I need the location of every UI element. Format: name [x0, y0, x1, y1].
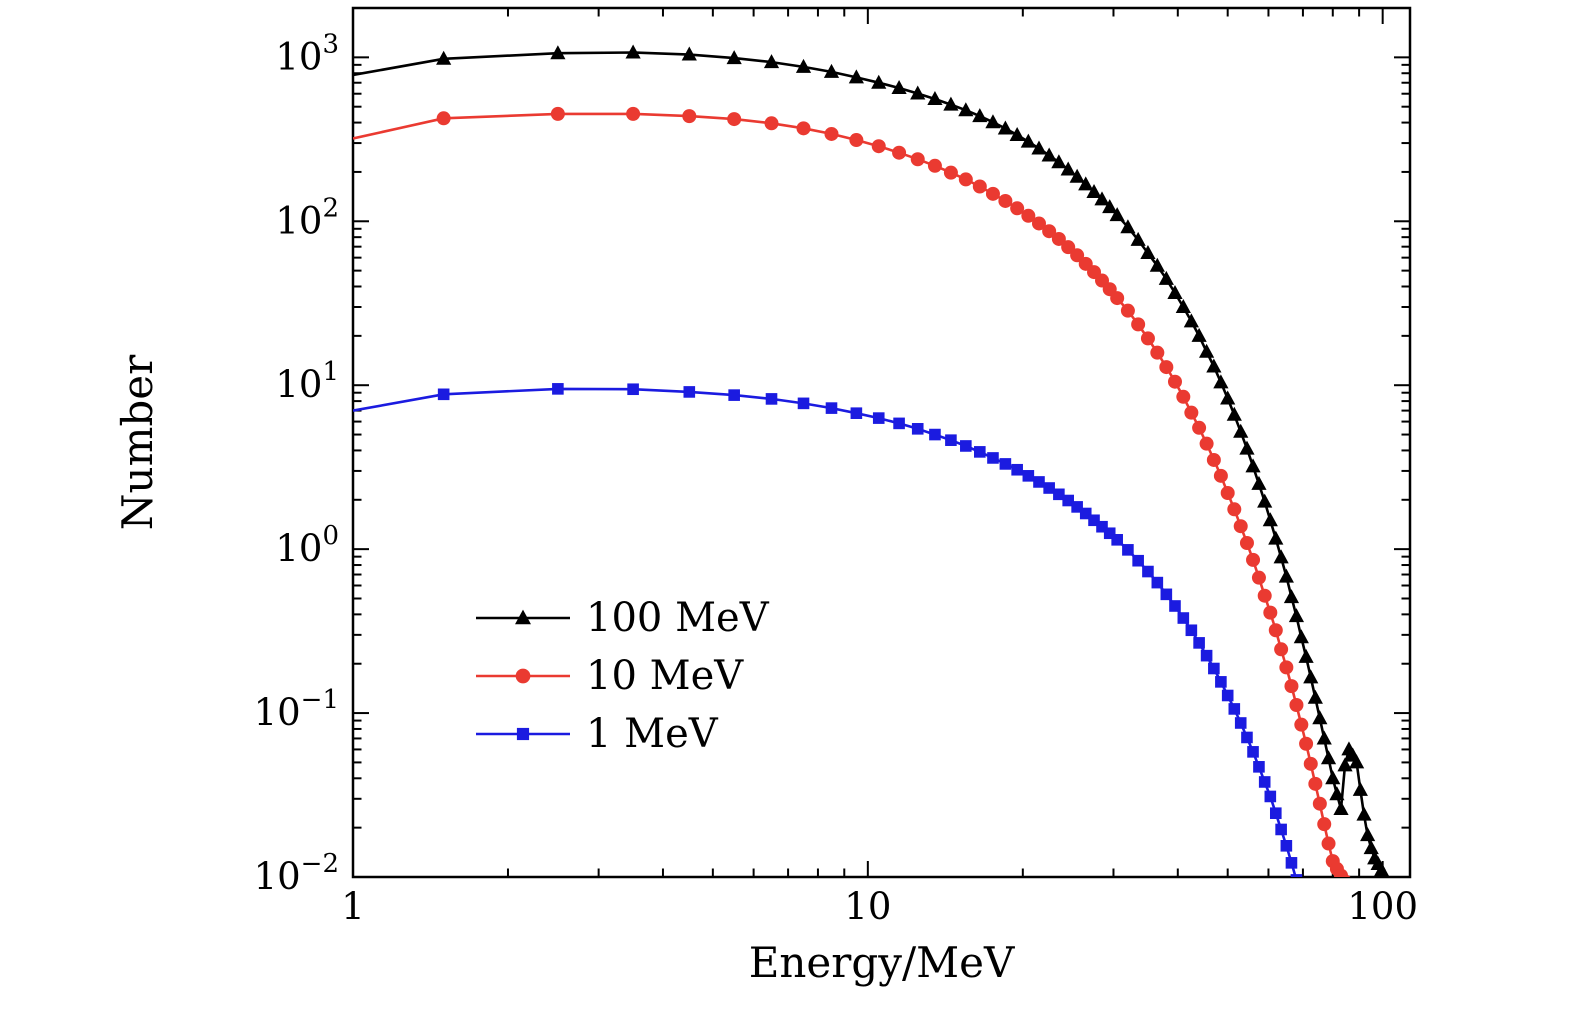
x-tick-label: 1	[341, 885, 365, 928]
legend-item-10-mev: 10 MeV	[476, 653, 744, 699]
x-tick-label: 10	[844, 885, 891, 928]
x-axis-title: Energy/MeV	[749, 938, 1015, 987]
axis-labels: 1 10 100 10−2 10−1 100 101 102 103 Energy/MeV Numb…	[113, 29, 1418, 987]
legend-item-100-mev: 100 MeV	[476, 595, 770, 641]
y-tick-label: 10−1	[254, 685, 339, 734]
plot-frame	[351, 6, 1412, 879]
y-axis-title: Number	[113, 354, 162, 530]
legend-label: 100 MeV	[586, 595, 770, 641]
series-line	[353, 51, 1383, 871]
legend-item-1-mev: 1 MeV	[476, 711, 719, 757]
y-tick-label: 102	[275, 193, 339, 242]
y-tick-label: 101	[275, 357, 339, 406]
y-tick-label: 10−2	[254, 849, 339, 898]
legend-label: 10 MeV	[586, 653, 744, 699]
legend-label: 1 MeV	[586, 711, 719, 757]
series-100-mev	[353, 44, 1390, 877]
series-1-mev	[353, 383, 1303, 877]
y-tick-label: 100	[275, 521, 339, 570]
x-tick-label: 100	[1347, 885, 1418, 928]
series-line	[353, 112, 1344, 877]
series-10-mev	[353, 106, 1351, 877]
y-tick-label: 103	[275, 29, 339, 78]
series-line	[353, 387, 1297, 877]
legend: 100 MeV 10 MeV 1 MeV	[476, 595, 770, 757]
